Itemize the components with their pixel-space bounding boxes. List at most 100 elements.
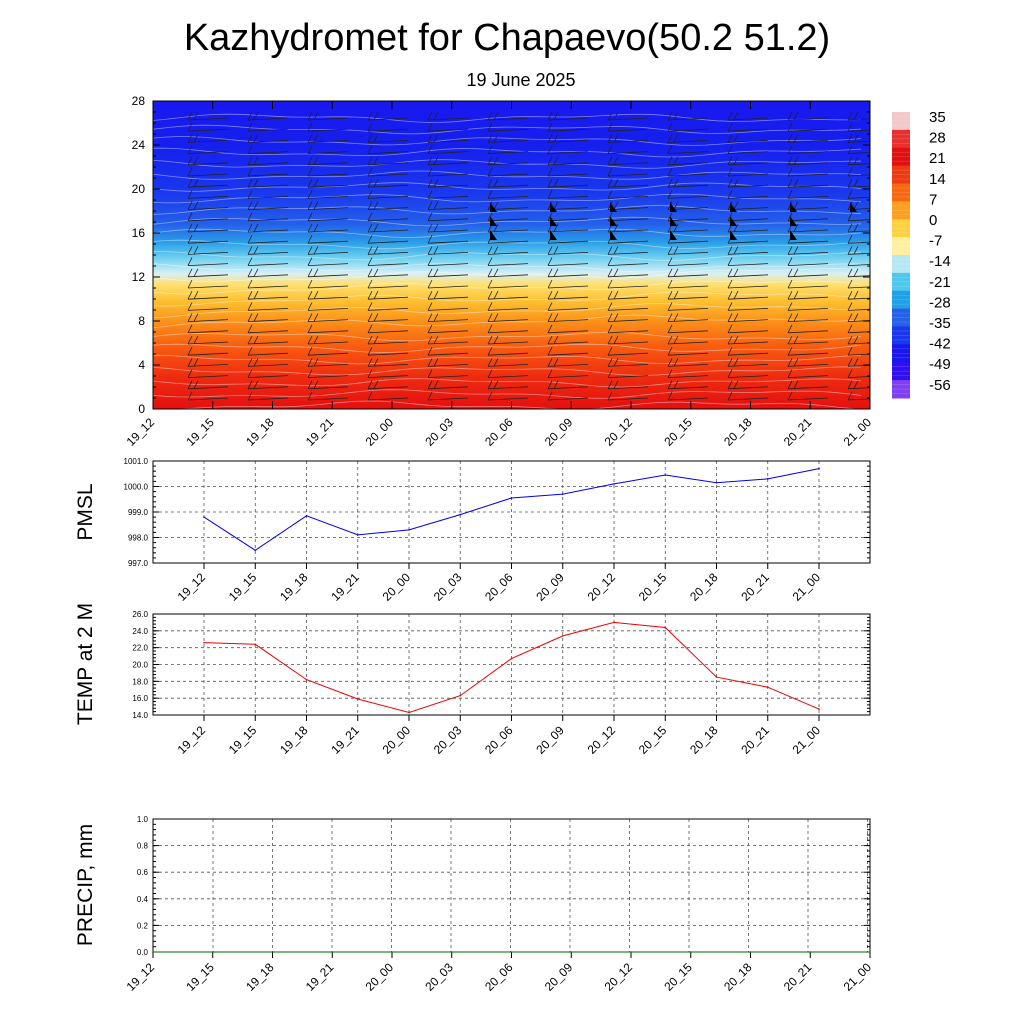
wind-pennant [550,230,557,240]
contour-lines [153,113,862,409]
colorbar-label: -28 [929,294,951,311]
precip-data-point [152,951,154,953]
wind-barb [607,324,649,334]
cross-section-field [153,101,870,409]
wind-barb [727,335,769,345]
wind-barb [307,335,349,345]
wind-barb [427,291,469,300]
wind-barb [187,190,229,199]
y-tick-label: 998.0 [128,534,149,543]
wind-barb [487,358,529,367]
wind-barb [307,134,349,143]
wind-pennant [610,216,617,226]
wind-barb [607,167,649,177]
colorbar-label: 14 [929,171,946,188]
x-tick-label: 20_00 [363,960,397,994]
wind-barb [847,111,870,121]
wind-barb [787,279,829,289]
wind-barb [607,313,649,322]
wind-barb [427,223,469,233]
wind-barb [667,190,709,199]
precip-data-point [570,951,573,953]
y-tick-label: 0 [138,402,145,416]
wind-barb [427,201,469,210]
wind-barb [667,302,709,311]
x-tick-label: 20_18 [687,723,721,757]
x-tick-label: 20_21 [738,723,772,757]
x-tick-label: 20_09 [542,415,576,449]
wind-barb [547,358,589,367]
colorbar-swatch [892,129,910,149]
x-tick-label: 21_00 [790,723,824,757]
x-tick-label: 20_06 [482,960,516,994]
wind-barb [307,257,349,266]
wind-barbs [187,111,870,401]
x-tick-label: 20_03 [431,723,465,757]
pmsl-data-point [459,513,462,516]
x-tick-label: 20_21 [781,960,815,994]
chart-subtitle: 19 June 2025 [466,70,575,90]
wind-barb [607,391,649,401]
x-tick-label: 19_21 [303,960,337,994]
wind-barb [787,156,829,166]
wind-barb [187,179,229,188]
x-tick-label: 20_15 [661,415,695,449]
contour-line [153,303,861,319]
wind-barb [607,380,649,390]
colorbar: 35 28 21 14 7 0 -7 -14 -21 -28 -35 -42 -49 -56 [892,109,951,399]
wind-barb [727,268,769,278]
wind-barb [307,223,349,233]
wind-barb [547,380,589,390]
contour-line [153,228,862,238]
wind-barb [247,347,289,356]
wind-barb [847,369,870,378]
pmsl-data-point [664,474,667,476]
contour-line [153,170,862,180]
y-tick-label: 1001.0 [124,457,149,466]
wind-barb [367,223,409,233]
wind-barb [667,179,709,188]
wind-barb [427,335,469,345]
wind-barb [787,313,829,322]
wind-barb [847,179,870,188]
wind-pennant [670,216,677,226]
wind-barb [427,145,469,154]
wind-barb [187,246,229,255]
wind-barb [787,246,829,255]
wind-barb [727,324,769,334]
x-tick-label: 20_06 [482,415,516,449]
x-tick-label: 20_21 [738,570,772,604]
y-tick-label: 999.0 [128,508,149,517]
wind-barb [427,123,469,132]
wind-barb [247,212,289,222]
wind-barb [367,358,409,367]
contour-line [153,378,862,388]
wind-barb [727,358,769,367]
x-tick-label: 21_00 [841,960,875,994]
wind-barb [487,179,529,188]
colorbar-swatch [892,237,910,256]
wind-barb [427,134,469,143]
wind-barb [787,291,829,300]
wind-barb [187,268,229,278]
wind-barb [247,167,289,177]
wind-barb [247,156,289,166]
wind-barb [427,212,469,222]
wind-barb [547,313,589,322]
colorbar-label: -42 [929,336,951,353]
wind-barb [787,302,829,311]
precip-data-point [271,951,274,953]
x-tick-label: 20_21 [781,415,815,449]
wind-barb [247,302,289,311]
wind-barb [547,190,589,199]
x-tick-label: 20_18 [687,570,721,604]
wind-barb [667,291,709,300]
pmsl-data-point [510,497,513,499]
wind-barb [787,380,829,390]
wind-barb [487,257,529,266]
wind-pennant [730,216,737,226]
contour-line [153,343,862,353]
contour-line [153,182,862,192]
wind-barb [247,358,289,367]
